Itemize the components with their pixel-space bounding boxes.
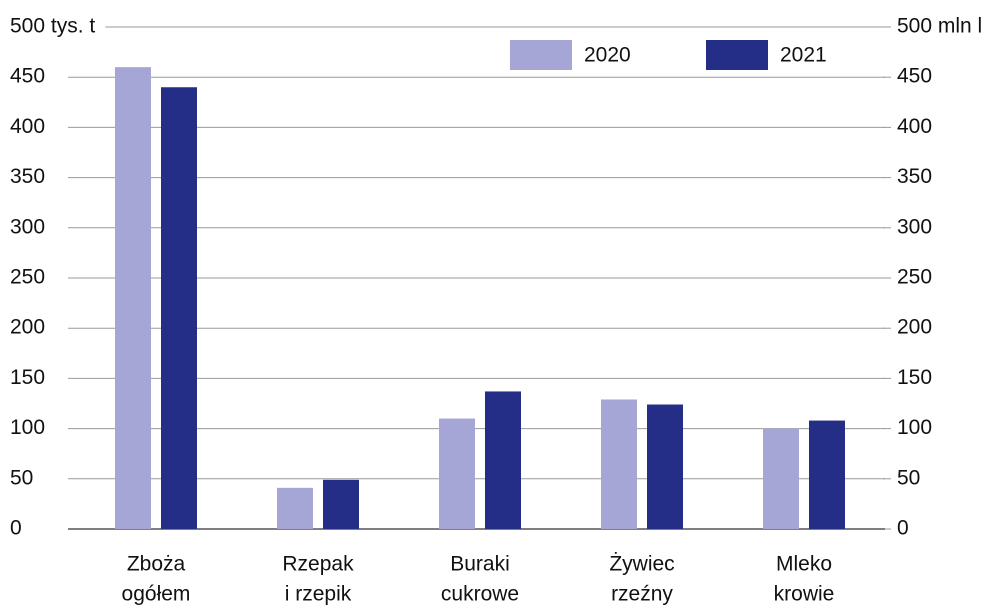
x-tick-label: cukrowe xyxy=(441,583,519,606)
y2-tick-label: 200 xyxy=(897,316,932,339)
y2-tick-label: 400 xyxy=(897,115,932,138)
y-tick-label: 250 xyxy=(10,266,45,289)
y-tick-label: 100 xyxy=(10,416,45,439)
y-tick-label: 300 xyxy=(10,215,45,238)
x-tick-label: krowie xyxy=(774,583,835,606)
y2-tick-label: 500 mln l xyxy=(897,15,982,38)
y-tick-label: 500 tys. t xyxy=(10,15,95,38)
x-tick-label: Rzepak xyxy=(282,553,354,576)
y-tick-label: 0 xyxy=(10,517,22,540)
x-tick-label: ogółem xyxy=(122,583,191,606)
bar xyxy=(439,418,475,529)
y-tick-label: 400 xyxy=(10,115,45,138)
y2-tick-label: 150 xyxy=(897,366,932,389)
x-tick-label: Zboża xyxy=(127,553,186,576)
bar xyxy=(763,428,799,529)
y2-tick-label: 100 xyxy=(897,416,932,439)
y2-tick-label: 50 xyxy=(897,466,920,489)
y-tick-label: 350 xyxy=(10,165,45,188)
legend-swatch xyxy=(510,40,572,70)
y-tick-label: 200 xyxy=(10,316,45,339)
y-tick-label: 150 xyxy=(10,366,45,389)
bar xyxy=(647,404,683,529)
x-tick-label: rzeźny xyxy=(611,583,673,606)
y-tick-label: 50 xyxy=(10,466,33,489)
x-tick-label: Buraki xyxy=(450,553,510,576)
legend-label: 2021 xyxy=(780,44,827,67)
x-tick-label: i rzepik xyxy=(285,583,352,606)
bar xyxy=(323,479,359,529)
legend-swatch xyxy=(706,40,768,70)
y-tick-label: 450 xyxy=(10,65,45,88)
y2-tick-label: 350 xyxy=(897,165,932,188)
bar xyxy=(115,67,151,529)
y2-tick-label: 450 xyxy=(897,65,932,88)
legend-label: 2020 xyxy=(584,44,631,67)
bar xyxy=(161,87,197,530)
y2-tick-label: 300 xyxy=(897,215,932,238)
x-tick-label: Żywiec xyxy=(609,553,674,576)
bar xyxy=(601,399,637,529)
x-tick-label: Mleko xyxy=(776,553,832,576)
y2-tick-label: 0 xyxy=(897,517,909,540)
bar xyxy=(485,391,521,529)
y2-tick-label: 250 xyxy=(897,266,932,289)
bar xyxy=(809,420,845,529)
bar xyxy=(277,487,313,529)
